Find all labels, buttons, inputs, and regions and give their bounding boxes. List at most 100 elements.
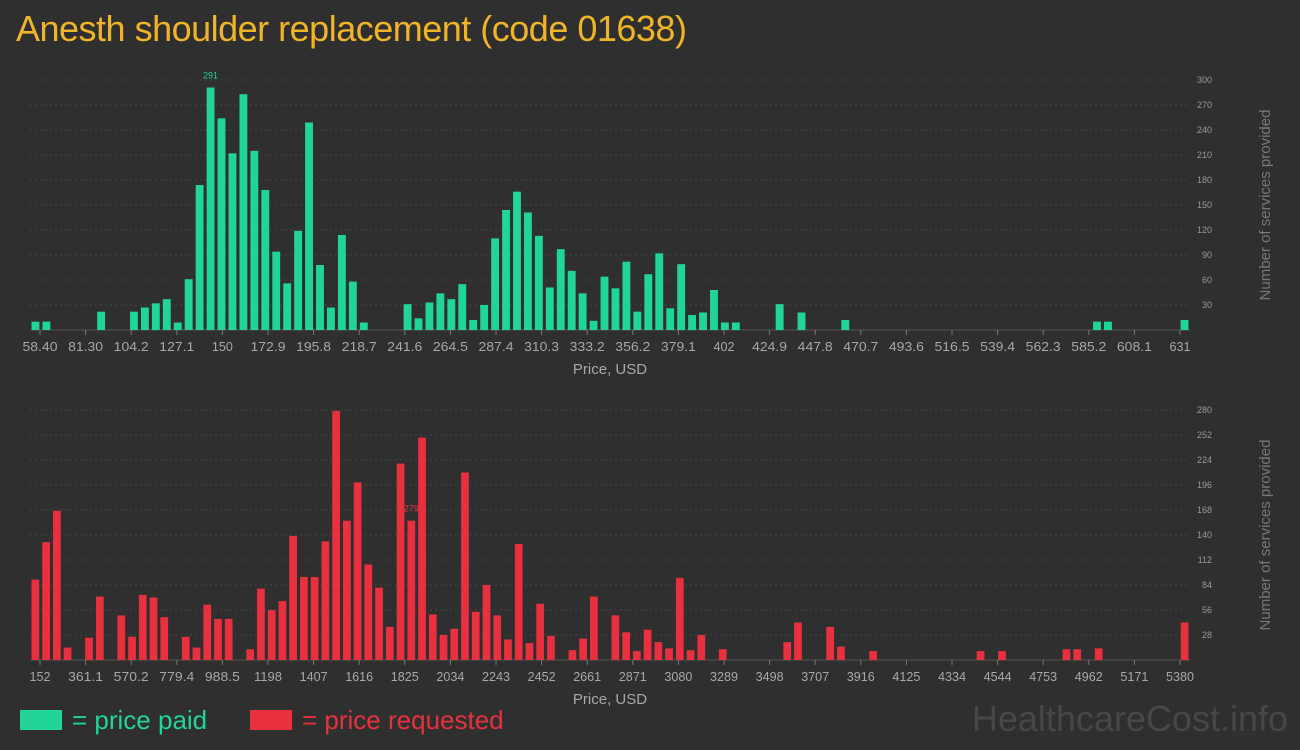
- bar: [632, 651, 641, 660]
- bar: [1062, 649, 1071, 660]
- bar: [250, 150, 259, 330]
- bar: [523, 212, 532, 330]
- bar: [217, 118, 226, 330]
- x-tick-label: 779.4: [159, 669, 194, 684]
- bar: [31, 579, 40, 660]
- paid-chart: 30 60 90 120 150 180 210 240 270 300 291 58.40 81.30…: [23, 71, 1275, 379]
- x-tick-label: 5171: [1120, 669, 1148, 684]
- bar: [665, 648, 673, 660]
- legend-requested-swatch: [250, 710, 292, 730]
- y-tick-label: 112: [1198, 555, 1212, 565]
- bar: [718, 649, 727, 660]
- bar: [403, 304, 412, 330]
- bar: [31, 321, 40, 330]
- bar: [841, 320, 850, 330]
- y-tick-label: 252: [1197, 430, 1212, 440]
- bar: [568, 650, 577, 660]
- bar: [246, 649, 255, 660]
- x-tick-label: 333.2: [570, 339, 605, 354]
- bar: [622, 261, 631, 330]
- bar: [998, 651, 1006, 660]
- bar: [138, 594, 147, 660]
- max-value-label: 291: [203, 71, 218, 81]
- x-tick-label: 195.8: [296, 339, 331, 354]
- bar: [162, 299, 171, 330]
- x-tick-label: 2871: [619, 669, 647, 684]
- bar: [359, 322, 368, 330]
- bar: [493, 615, 502, 660]
- x-axis-label: Price, USD: [573, 691, 647, 708]
- bar: [342, 520, 351, 660]
- bar: [1093, 321, 1101, 330]
- bar: [731, 322, 740, 330]
- legend-paid-swatch: [20, 710, 62, 730]
- bar: [195, 185, 204, 330]
- y-tick-label: 210: [1197, 150, 1212, 160]
- bar: [697, 635, 706, 660]
- x-tick-label: 470.7: [843, 339, 878, 354]
- x-tick-label: 2034: [436, 669, 464, 684]
- bar: [611, 288, 620, 330]
- x-tick-label: 562.3: [1026, 339, 1061, 354]
- x-tick-label: 1616: [345, 669, 373, 684]
- bar: [327, 307, 335, 330]
- bar: [1103, 321, 1112, 330]
- bar: [52, 510, 61, 660]
- bar: [332, 410, 340, 660]
- bar: [97, 311, 106, 330]
- x-tick-label: 152: [30, 669, 51, 684]
- x-tick-label: 570.2: [114, 669, 149, 684]
- bar: [547, 635, 555, 660]
- x-tick-label: 631: [1170, 339, 1191, 354]
- bar: [396, 463, 405, 660]
- x-tick-label: 1198: [254, 669, 282, 684]
- x-tick-label: 1825: [391, 669, 419, 684]
- y-tick-label: 140: [1197, 530, 1212, 540]
- bar: [316, 265, 324, 330]
- x-tick-label: 264.5: [433, 339, 468, 354]
- x-tick-label: 424.9: [752, 339, 787, 354]
- bar: [278, 601, 287, 660]
- bar: [644, 274, 653, 330]
- bar: [239, 94, 248, 331]
- x-tick-label: 608.1: [1117, 339, 1152, 354]
- bar: [42, 321, 51, 330]
- x-tick-label: 104.2: [114, 339, 149, 354]
- bar: [294, 230, 303, 330]
- bar: [310, 576, 319, 660]
- y-tick-label: 28: [1202, 630, 1212, 640]
- bar: [214, 618, 222, 660]
- x-tick-label: 150: [212, 339, 233, 354]
- bar: [364, 564, 373, 660]
- bar: [775, 304, 784, 330]
- bar: [666, 308, 675, 330]
- bar: [525, 643, 534, 660]
- bar: [589, 320, 598, 330]
- bar: [117, 615, 126, 660]
- x-tick-label: 4962: [1075, 669, 1103, 684]
- y-tick-label: 56: [1202, 605, 1212, 615]
- bar: [95, 596, 104, 660]
- y-tick-label: 196: [1197, 480, 1212, 490]
- bar: [42, 542, 50, 660]
- bar: [300, 576, 308, 660]
- bar: [600, 276, 609, 330]
- bar: [1094, 648, 1103, 660]
- x-tick-label: 3289: [710, 669, 738, 684]
- bar: [257, 588, 265, 660]
- bar: [414, 318, 423, 330]
- bar: [450, 628, 459, 660]
- bar: [611, 615, 620, 660]
- bar: [151, 303, 160, 330]
- bar: [407, 520, 416, 660]
- max-value-label: 279: [404, 504, 419, 514]
- bar: [471, 611, 480, 660]
- y-tick-label: 300: [1197, 75, 1212, 85]
- x-tick-label: 402: [714, 339, 735, 354]
- x-tick-label: 2452: [528, 669, 556, 684]
- bar: [513, 191, 521, 330]
- y-tick-label: 240: [1197, 125, 1212, 135]
- legend-requested: = price requested: [250, 705, 504, 735]
- bar: [63, 647, 72, 660]
- y-tick-label: 30: [1202, 300, 1212, 310]
